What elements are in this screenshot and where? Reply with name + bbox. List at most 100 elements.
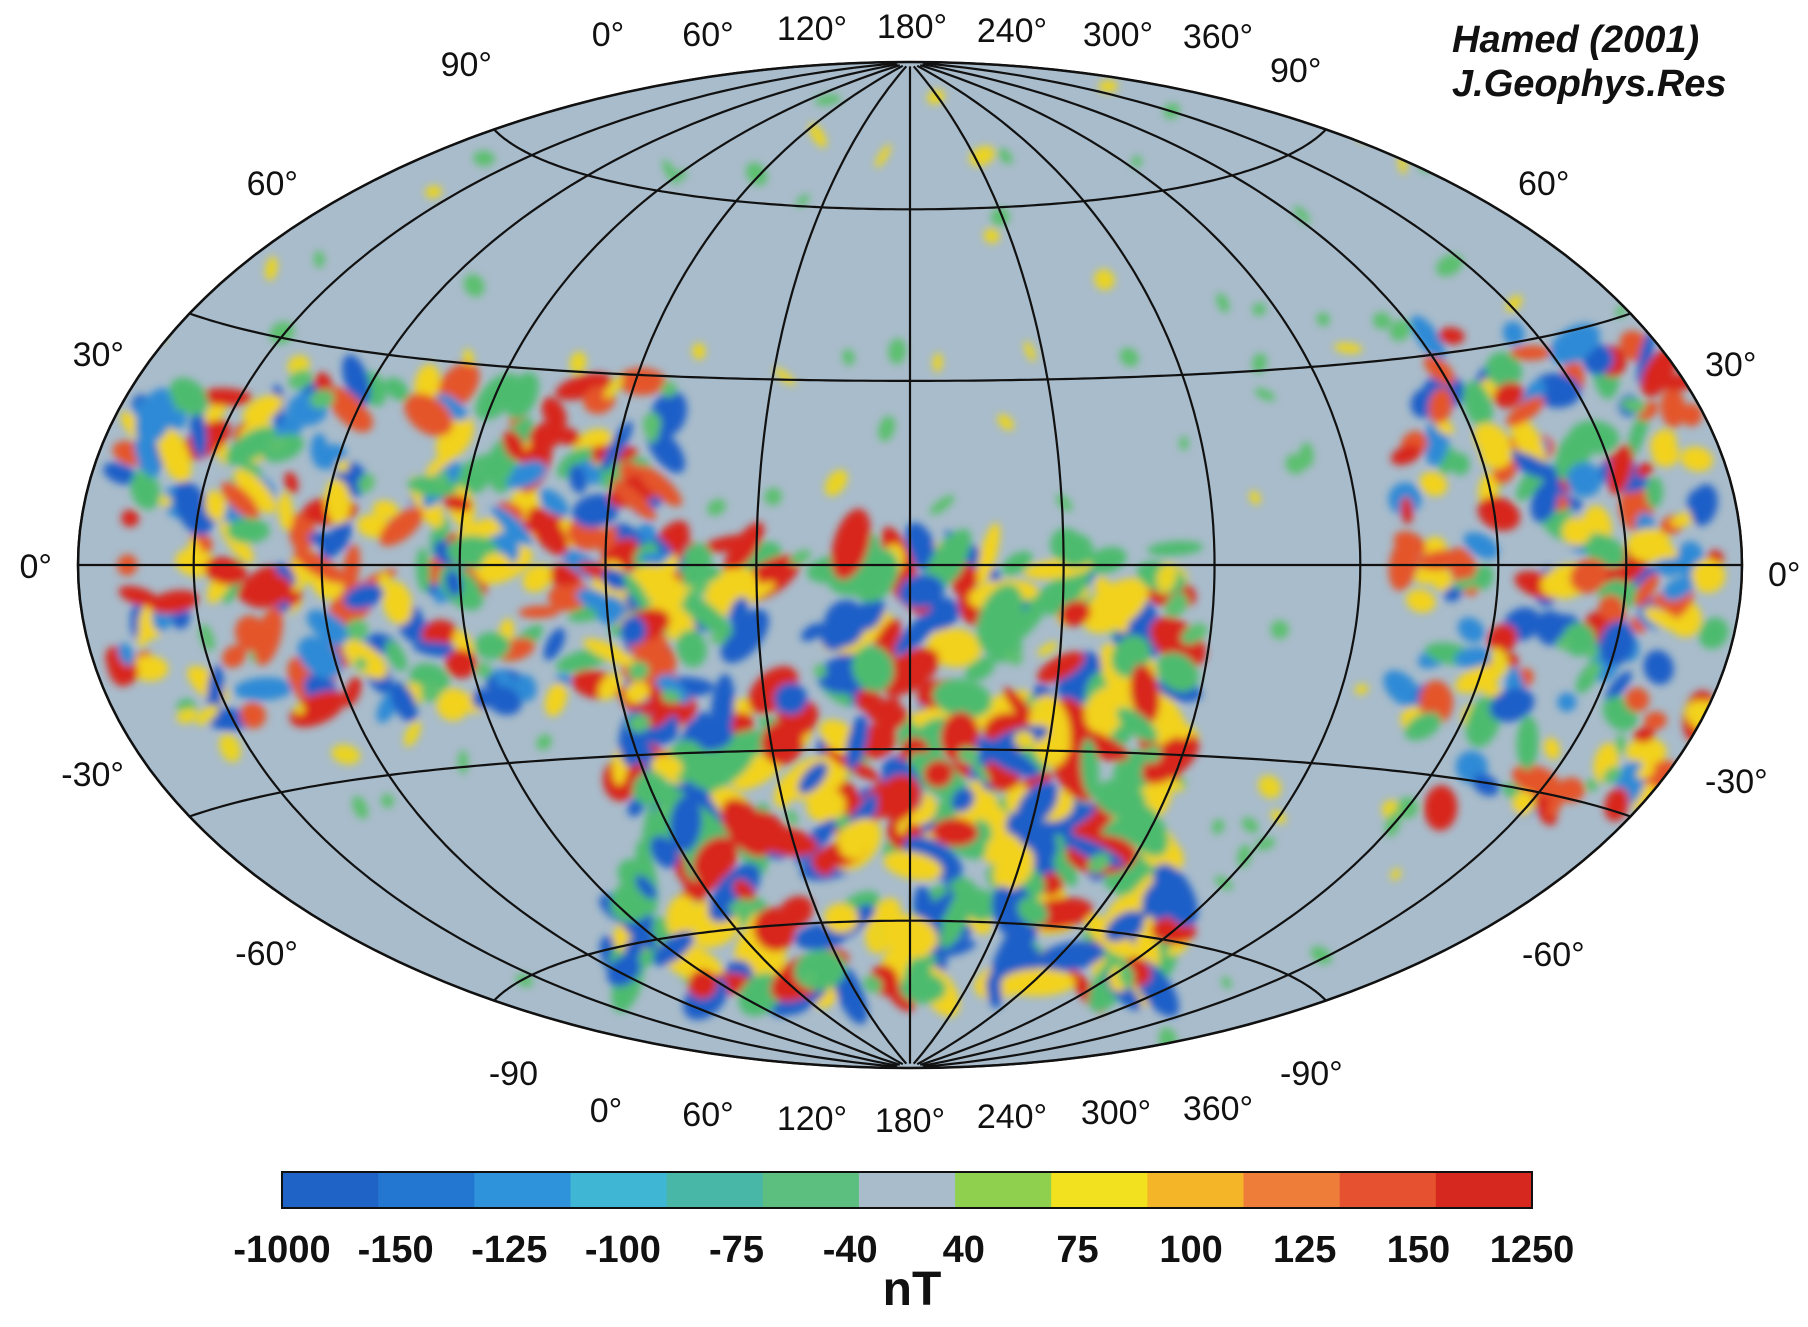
anomaly-patch [1372,312,1392,330]
anomaly-patch [894,607,943,655]
anomaly-patch [650,755,683,778]
lon-label-top-60: 60° [682,16,733,54]
anomaly-patch [1116,707,1158,743]
anomaly-patch [541,397,567,431]
colorbar-segment [1147,1172,1245,1208]
anomaly-patch [404,720,421,747]
anomaly-patch [1636,331,1655,385]
anomaly-patch [1598,594,1625,622]
colorbar-segment [570,1172,668,1208]
anomaly-patch [379,507,424,547]
lon-label-bottom-240: 240° [977,1098,1047,1136]
anomaly-patch [1505,295,1523,312]
anomaly-patch [1024,341,1036,362]
anomaly-patch [222,644,247,668]
anomaly-patch [1463,532,1499,559]
anomaly-patch [1626,737,1667,766]
anomaly-patch [404,393,453,437]
anomaly-patch [1310,946,1332,965]
colorbar-segment [762,1172,860,1208]
anomaly-patch [1675,792,1701,823]
anomaly-patch [420,682,442,703]
anomaly-patch [820,616,854,651]
lon-label-top-240: 240° [977,12,1047,50]
anomaly-patch [1431,569,1452,591]
anomaly-patch [674,589,733,637]
anomaly-patch [1251,353,1267,374]
anomaly-patch [676,169,687,180]
anomaly-patch [1333,342,1363,354]
anomaly-patch [352,795,368,820]
anomaly-patch [1156,563,1177,592]
anomaly-patch [309,389,335,409]
anomaly-patch [733,879,755,903]
anomaly-patch [1477,496,1521,531]
anomaly-patch [1084,686,1129,734]
anomaly-patch [1689,484,1718,526]
anomaly-patch [627,714,651,733]
anomaly-patch [1059,697,1091,734]
anomaly-patch [475,373,520,420]
anomaly-patch [1258,775,1282,799]
longitude-labels-top: 0° 60° 120° 180° 240° 300° 360° [592,8,1253,56]
anomaly-patch [385,640,407,672]
anomaly-patch [838,826,868,860]
anomaly-patch [993,845,1035,891]
anomaly-patch [940,880,976,949]
parallel-line [189,312,1631,382]
lat-label-left-30: 30° [73,336,124,374]
anomaly-patch [324,479,351,525]
anomaly-patch [254,148,270,162]
anomaly-patch [1241,817,1259,834]
anomaly-patch [1285,453,1305,475]
anomaly-patch [774,682,808,716]
anomaly-patch [476,662,492,679]
anomaly-patch [1557,692,1577,712]
anomaly-patch [505,460,547,489]
anomaly-patch [204,490,226,521]
anomaly-patch [1691,558,1726,593]
lat-label-left-minus30: -30° [61,756,124,794]
colorbar-tick-label: -40 [823,1229,878,1271]
anomaly-patch [897,818,908,835]
colorbar-unit: nT [883,1263,942,1316]
anomaly-patch [313,250,325,268]
anomaly-patch [196,704,219,726]
anomaly-patch [131,655,169,682]
anomaly-patch [977,522,1000,585]
anomaly-patch [997,414,1015,431]
anomaly-patch [1383,670,1421,707]
anomaly-patch [1506,396,1545,427]
anomaly-patch [1037,641,1058,656]
anomaly-patch [445,570,462,597]
colorbar-tick-label: -1000 [233,1229,330,1271]
anomaly-patch [1633,727,1655,743]
anomaly-patch [903,836,963,881]
anomaly-patch [798,762,828,794]
anomaly-patch [595,595,626,625]
anomaly-patch [1098,80,1118,93]
anomaly-patch [801,972,814,987]
anomaly-patch [221,481,260,520]
anomaly-patch [382,581,413,625]
anomaly-patch [278,492,294,531]
parallel-line [189,748,1631,818]
lat-label-left-60: 60° [247,165,298,203]
anomaly-patch [474,632,511,660]
anomaly-patch [219,733,241,763]
colorbar-tick-label: -150 [358,1229,434,1271]
anomaly-patch [1094,779,1147,819]
anomaly-patch [800,623,826,642]
anomaly-patch [620,615,647,646]
anomaly-patch [774,367,796,386]
anomaly-patch [601,568,631,591]
anomaly-patch [1643,711,1667,730]
anomaly-patch [729,596,749,624]
anomaly-patch [515,512,565,533]
anomaly-patch [1270,620,1289,639]
anomaly-patch [824,903,859,934]
anomaly-patch [502,430,526,461]
anomaly-patch [214,1023,239,1035]
anomaly-patch [463,348,474,366]
anomaly-patch [873,919,885,947]
